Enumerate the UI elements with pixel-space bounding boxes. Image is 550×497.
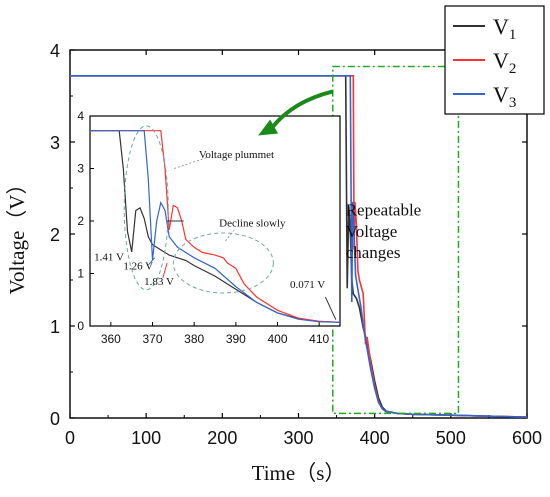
inset-x-tick-label: 360 bbox=[101, 332, 121, 346]
inset-callout-label: Voltage plummet bbox=[199, 149, 274, 161]
inset-y-tick-label: 0 bbox=[77, 319, 84, 333]
inset-series-line-2 bbox=[90, 130, 341, 323]
x-tick-label: 400 bbox=[360, 428, 390, 448]
series-line-v3 bbox=[70, 75, 528, 418]
value-pointer bbox=[147, 257, 155, 266]
legend-label-base: V bbox=[493, 14, 509, 39]
legend-label-v3: V3 bbox=[493, 82, 516, 111]
y-tick-label: 0 bbox=[50, 409, 60, 429]
plummet-ellipse bbox=[123, 125, 169, 291]
inset-x-tick-label: 380 bbox=[184, 332, 204, 346]
inset-value-label: 1.83 V bbox=[144, 276, 174, 288]
annotation-label: changes bbox=[346, 243, 401, 262]
inset-x-tick-label: 410 bbox=[309, 332, 329, 346]
y-tick-label: 2 bbox=[50, 225, 60, 245]
x-tick-label: 200 bbox=[207, 428, 237, 448]
x-tick-label: 300 bbox=[283, 428, 313, 448]
inset-x-tick-label: 390 bbox=[226, 332, 246, 346]
inset-value-label: 0.071 V bbox=[290, 279, 325, 291]
x-axis-title: Time（s） bbox=[252, 461, 346, 485]
value-pointer bbox=[324, 296, 337, 320]
y-axis-title: Voltage（V） bbox=[5, 174, 29, 295]
y-tick-label: 4 bbox=[50, 41, 60, 61]
legend-label-v2: V2 bbox=[493, 48, 516, 77]
inset-y-tick-label: 4 bbox=[77, 109, 84, 123]
inset-x-tick-label: 370 bbox=[142, 332, 162, 346]
y-tick-label: 3 bbox=[50, 133, 60, 153]
decline-ellipse bbox=[172, 232, 274, 294]
x-tick-label: 600 bbox=[512, 428, 542, 448]
callout-arrowhead bbox=[258, 119, 279, 136]
y-tick-label: 1 bbox=[50, 317, 60, 337]
inset-frame bbox=[89, 115, 341, 327]
legend-label-subscript: 2 bbox=[509, 61, 517, 77]
annotation-label: Voltage bbox=[346, 222, 398, 241]
inset-callout-label: Decline slowly bbox=[219, 217, 286, 229]
inset-value-label: 1.41 V bbox=[94, 251, 124, 263]
inset-value-label: 1.26 V bbox=[123, 260, 153, 272]
x-tick-label: 100 bbox=[131, 428, 161, 448]
callout-arrow bbox=[270, 89, 334, 129]
inset-series-line-3 bbox=[90, 130, 341, 323]
legend-label-subscript: 1 bbox=[509, 27, 517, 43]
x-tick-label: 0 bbox=[65, 428, 75, 448]
legend-label-base: V bbox=[493, 82, 509, 107]
inset-x-tick-label: 400 bbox=[267, 332, 287, 346]
legend-label-base: V bbox=[493, 48, 509, 73]
inset-y-tick-label: 3 bbox=[77, 162, 84, 176]
legend-label-subscript: 3 bbox=[509, 95, 517, 111]
inset-y-tick-label: 2 bbox=[77, 214, 84, 228]
annotation-label: Repeatable bbox=[346, 201, 422, 220]
value-pointer bbox=[162, 262, 168, 278]
x-tick-label: 500 bbox=[436, 428, 466, 448]
inset-y-tick-label: 1 bbox=[77, 267, 84, 281]
legend-label-v1: V1 bbox=[493, 14, 516, 43]
